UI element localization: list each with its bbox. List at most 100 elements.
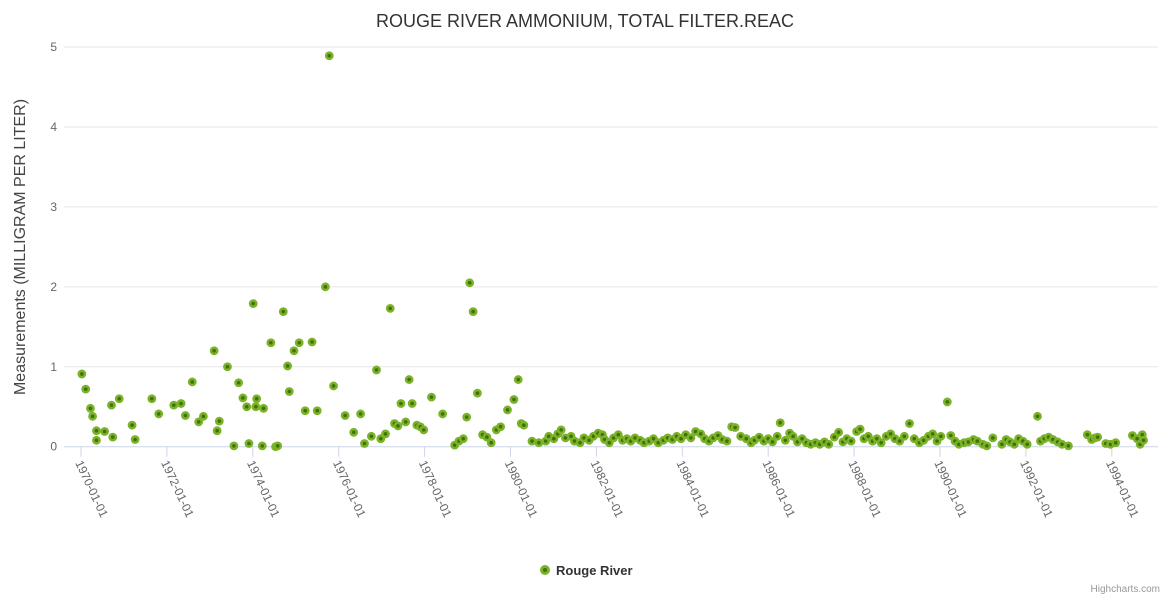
data-point[interactable] [686, 433, 696, 443]
data-point[interactable] [393, 421, 403, 431]
data-point[interactable] [214, 416, 224, 426]
data-point[interactable] [283, 361, 292, 371]
data-point[interactable] [278, 307, 288, 317]
data-point[interactable] [1139, 435, 1148, 445]
data-point[interactable] [834, 427, 844, 437]
data-point[interactable] [772, 431, 782, 441]
data-point[interactable] [242, 402, 252, 412]
data-point[interactable] [366, 431, 376, 441]
data-point[interactable] [381, 429, 390, 439]
data-point[interactable] [307, 337, 317, 347]
data-point[interactable] [988, 433, 998, 443]
data-point[interactable] [108, 432, 118, 442]
data-point[interactable] [1093, 432, 1103, 442]
data-point[interactable] [130, 435, 140, 444]
data-point[interactable] [340, 411, 350, 420]
data-point[interactable] [824, 439, 834, 449]
data-point[interactable] [251, 402, 261, 412]
data-point[interactable] [259, 403, 268, 413]
data-point[interactable] [419, 425, 429, 435]
data-point[interactable] [209, 346, 219, 356]
data-point[interactable] [942, 397, 952, 407]
data-point[interactable] [289, 346, 299, 356]
data-point[interactable] [212, 426, 222, 436]
data-point[interactable] [229, 441, 239, 451]
data-point[interactable] [248, 299, 258, 309]
data-point[interactable] [147, 394, 157, 404]
data-point[interactable] [936, 431, 946, 441]
data-point[interactable] [496, 422, 506, 432]
data-point[interactable] [169, 400, 179, 410]
data-point[interactable] [527, 436, 537, 446]
data-point[interactable] [372, 365, 381, 375]
data-point[interactable] [234, 378, 244, 388]
credits-link[interactable]: Highcharts.com [1091, 584, 1160, 595]
legend-item-rouge-river[interactable]: Rouge River [540, 563, 633, 578]
data-point[interactable] [486, 438, 496, 448]
data-point[interactable] [519, 420, 529, 430]
data-point[interactable] [238, 393, 248, 403]
data-point[interactable] [176, 399, 186, 408]
data-point[interactable] [1022, 439, 1032, 449]
data-point[interactable] [509, 395, 519, 404]
data-point[interactable] [905, 419, 914, 428]
data-point[interactable] [127, 420, 137, 430]
data-point[interactable] [257, 441, 267, 451]
data-point[interactable] [88, 411, 97, 421]
data-point[interactable] [284, 387, 294, 396]
data-point[interactable] [775, 418, 785, 428]
data-point[interactable] [252, 394, 262, 404]
data-point[interactable] [473, 388, 482, 398]
data-point[interactable] [81, 384, 91, 394]
data-point[interactable] [407, 399, 417, 408]
data-point[interactable] [503, 405, 512, 415]
data-point[interactable] [396, 399, 406, 408]
data-point[interactable] [92, 435, 101, 445]
data-point[interactable] [223, 362, 232, 372]
data-point[interactable] [982, 441, 992, 451]
data-point[interactable] [458, 434, 468, 444]
data-point[interactable] [876, 438, 886, 448]
data-point[interactable] [266, 338, 276, 348]
data-point[interactable] [385, 304, 395, 313]
data-point[interactable] [92, 426, 101, 436]
data-point[interactable] [468, 307, 478, 317]
data-point[interactable] [899, 431, 909, 441]
data-point[interactable] [324, 51, 334, 61]
data-point[interactable] [846, 436, 856, 446]
data-point[interactable] [180, 411, 190, 420]
data-point[interactable] [1111, 438, 1121, 448]
data-point[interactable] [465, 278, 475, 288]
data-point[interactable] [100, 427, 110, 436]
data-point[interactable] [187, 377, 197, 387]
data-point[interactable] [356, 409, 366, 419]
data-point[interactable] [1033, 411, 1042, 421]
data-point[interactable] [556, 425, 566, 435]
data-point[interactable] [77, 369, 87, 379]
data-point[interactable] [329, 381, 338, 391]
data-point[interactable] [513, 375, 523, 384]
data-point[interactable] [199, 411, 208, 421]
data-point[interactable] [312, 406, 322, 416]
data-point[interactable] [534, 438, 544, 448]
data-point[interactable] [401, 417, 411, 427]
data-point[interactable] [438, 409, 448, 419]
data-point[interactable] [1064, 441, 1073, 451]
data-point[interactable] [294, 338, 304, 348]
data-point[interactable] [855, 424, 865, 434]
data-point[interactable] [107, 400, 116, 410]
data-point[interactable] [154, 409, 164, 419]
data-point[interactable] [404, 375, 414, 384]
data-point[interactable] [360, 439, 369, 448]
data-point[interactable] [730, 423, 740, 432]
data-point[interactable] [349, 427, 359, 437]
data-point[interactable] [114, 394, 124, 404]
data-point[interactable] [462, 412, 472, 422]
data-point[interactable] [320, 282, 330, 292]
data-point[interactable] [928, 429, 938, 439]
data-point[interactable] [244, 439, 254, 448]
data-point[interactable] [273, 441, 283, 451]
data-point[interactable] [86, 403, 95, 413]
data-point[interactable] [780, 435, 790, 445]
data-point[interactable] [427, 392, 436, 402]
